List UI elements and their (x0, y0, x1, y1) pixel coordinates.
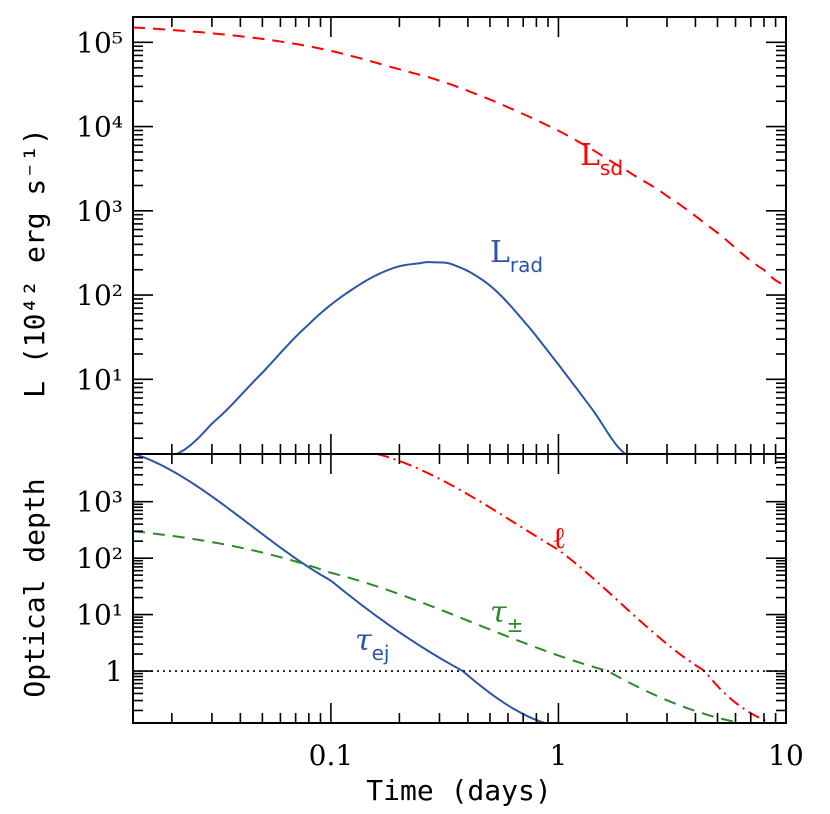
x-tick-label-bottom: 0.1 (309, 739, 354, 772)
series-label-bottom-0: τej (355, 623, 389, 665)
y-tick-label-top: 10⁴ (76, 111, 123, 144)
y-tick-label-top: 10³ (76, 195, 123, 228)
x-tick-label-bottom: 1 (550, 739, 568, 772)
x-axis-label: Time (days) (366, 774, 551, 807)
y-tick-label-top: 10⁵ (76, 26, 123, 59)
y-tick-label-bottom: 1 (105, 655, 123, 688)
series-line-bottom-1 (133, 530, 741, 723)
bottom-y-axis-label: Optical depth (18, 478, 51, 697)
plot-frame-top (132, 16, 787, 455)
series-line-bottom-2 (377, 454, 772, 723)
y-tick-label-top: 10² (76, 279, 123, 312)
plot-frame-bottom (132, 453, 787, 724)
series-line-top-1 (176, 261, 627, 454)
top-panel-luminosity: Lsd Lrad 10¹ 10² 10³ 10⁴ 10⁵ (76, 16, 787, 455)
x-tick-label-bottom: 10 (768, 739, 804, 772)
series-label-top-0: Lsd (580, 138, 623, 180)
y-tick-label-top: 10¹ (76, 363, 123, 396)
series-label-bottom-2: ℓ (552, 521, 566, 556)
series-label-top-1: Lrad (490, 235, 543, 277)
top-y-axis-label: L (10⁴² erg s⁻¹) (18, 128, 51, 398)
bottom-panel-optical-depth: τej τ± ℓ 1 10¹ 10² 10³ 0.1 1 10 (76, 453, 804, 772)
series-label-bottom-1: τ± (490, 595, 523, 637)
series-line-top-0 (133, 26, 786, 287)
y-tick-label-bottom: 10¹ (76, 599, 123, 632)
series-line-bottom-0 (134, 454, 545, 723)
y-tick-label-bottom: 10³ (76, 486, 123, 519)
y-tick-label-bottom: 10² (76, 542, 123, 575)
